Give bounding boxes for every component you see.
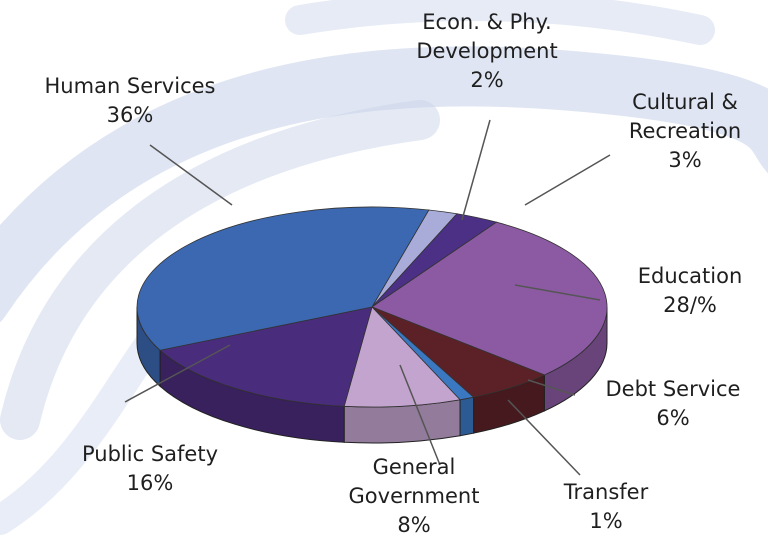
- slice-label: Human Services 36%: [20, 72, 240, 130]
- value-label: 3%: [668, 148, 702, 172]
- category-name: Public Safety: [82, 442, 218, 466]
- leader-line: [124, 344, 231, 403]
- category-name: General Government: [348, 455, 480, 508]
- category-name: Human Services: [44, 74, 216, 98]
- leader-line: [514, 284, 601, 301]
- slice-label: Education 28/%: [580, 262, 768, 320]
- category-name: Education: [637, 264, 743, 288]
- slice-label: Econ. & Phy. Development 2%: [392, 8, 582, 95]
- slice-label: Public Safety 16%: [40, 440, 260, 498]
- value-label: 1%: [589, 509, 623, 533]
- category-name: Debt Service: [605, 377, 741, 401]
- slice-label: General Government 8%: [339, 453, 489, 540]
- category-name: Econ. & Phy. Development: [416, 10, 558, 63]
- slice: [136, 206, 430, 351]
- slice-label: Debt Service 6%: [563, 375, 768, 433]
- slice: [159, 306, 373, 407]
- value-label: 2%: [470, 68, 504, 92]
- category-name: Transfer: [563, 480, 649, 504]
- leader-line: [149, 144, 233, 206]
- value-label: 16%: [126, 471, 174, 495]
- value-label: 6%: [656, 406, 690, 430]
- value-label: 28/%: [663, 293, 717, 317]
- leader-line: [399, 364, 441, 466]
- background: [0, 0, 768, 535]
- slice: [343, 306, 461, 408]
- slice-label: Transfer 1%: [496, 478, 716, 536]
- leader-line: [527, 379, 576, 396]
- leader-line: [461, 119, 491, 221]
- slice-label: Cultural & Recreation 3%: [605, 88, 765, 175]
- slice-side: [459, 396, 475, 437]
- leader-lines: [124, 119, 611, 476]
- leader-line: [524, 154, 611, 206]
- slice: [371, 221, 608, 376]
- category-name: Cultural & Recreation: [628, 90, 742, 143]
- pie-sides: [136, 306, 608, 444]
- leader-line: [507, 399, 581, 476]
- value-label: 36%: [106, 103, 154, 127]
- value-label: 8%: [397, 513, 431, 537]
- pie-tops: [136, 206, 608, 408]
